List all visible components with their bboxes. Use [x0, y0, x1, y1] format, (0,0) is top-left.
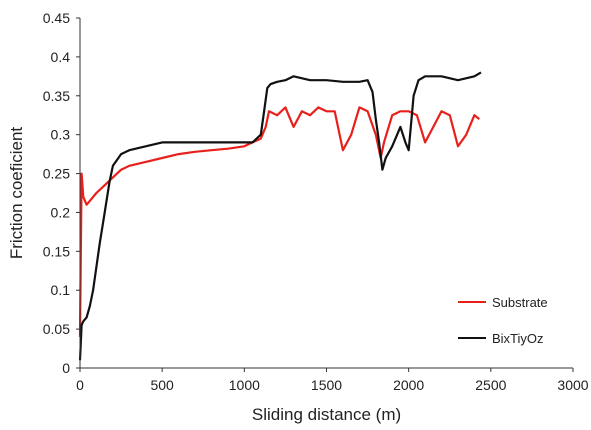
y-tick-label: 0.05	[43, 321, 70, 337]
y-ticks: 0 0.05 0.1 0.15 0.2 0.25 0.3 0.35 0.4 0.45	[43, 10, 80, 376]
y-tick-label: 0.2	[51, 204, 71, 220]
x-tick-label: 500	[150, 377, 174, 393]
x-tick-label: 2500	[475, 377, 506, 393]
x-ticks: 0 500 1000 1500 2000 2500 3000	[76, 368, 589, 393]
series-line-bixtiyoz	[78, 71, 482, 361]
series-line-substrate	[78, 106, 480, 337]
legend: Substrate BixTiyOz	[458, 295, 548, 346]
x-tick-label: 0	[76, 377, 84, 393]
legend-label: Substrate	[492, 295, 548, 310]
y-axis-title: Friction coeficient	[7, 127, 26, 260]
y-tick-label: 0.15	[43, 243, 70, 259]
y-tick-label: 0	[62, 360, 70, 376]
y-tick-label: 0.25	[43, 166, 70, 182]
y-tick-label: 0.4	[51, 49, 71, 65]
legend-label: BixTiyOz	[492, 331, 544, 346]
x-tick-label: 1500	[311, 377, 342, 393]
y-tick-label: 0.45	[43, 10, 70, 26]
axes	[79, 18, 573, 369]
y-tick-label: 0.35	[43, 88, 70, 104]
x-tick-label: 3000	[557, 377, 588, 393]
x-tick-label: 1000	[229, 377, 260, 393]
y-tick-label: 0.1	[51, 282, 71, 298]
x-axis-title: Sliding distance (m)	[252, 405, 401, 424]
x-tick-label: 2000	[393, 377, 424, 393]
plot-lines	[78, 71, 482, 361]
y-tick-label: 0.3	[51, 127, 71, 143]
